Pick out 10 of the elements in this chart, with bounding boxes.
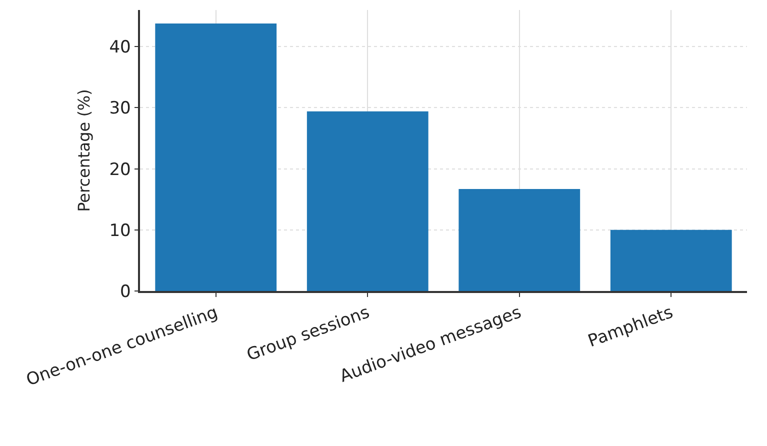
bar	[306, 111, 428, 291]
y-tick-label: 0	[120, 282, 131, 302]
y-tick-label: 10	[109, 220, 131, 241]
bar	[458, 188, 580, 291]
bar	[610, 230, 732, 291]
y-tick-label: 40	[109, 38, 131, 58]
bar	[155, 23, 277, 291]
y-tick-label: 30	[109, 98, 131, 119]
y-axis-title: Percentage (%)	[74, 89, 94, 212]
y-tick-label: 20	[109, 160, 131, 180]
